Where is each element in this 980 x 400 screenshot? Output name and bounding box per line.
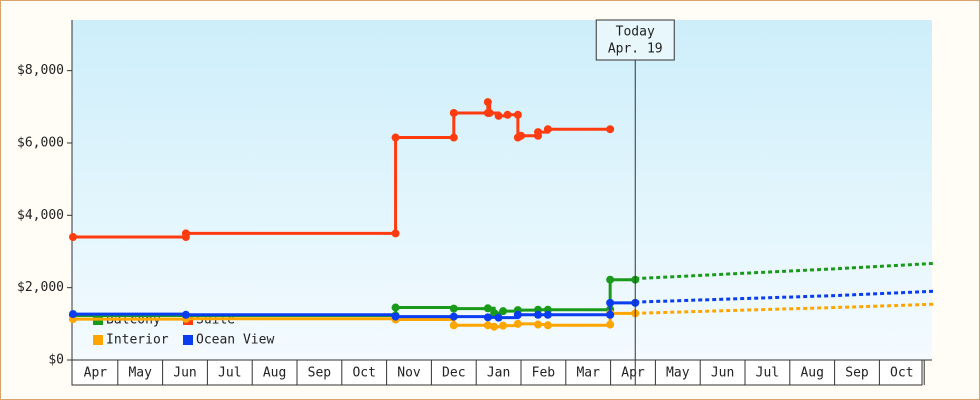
today-label: Today [616, 25, 655, 40]
price-point [543, 125, 552, 134]
x-tick-label: Sep [308, 366, 332, 381]
price-point [391, 133, 400, 142]
price-point [181, 310, 190, 319]
legend-label: Interior [106, 333, 169, 348]
price-point [503, 110, 512, 119]
x-tick-label: Sep [845, 366, 869, 381]
price-point [449, 108, 458, 117]
x-tick-label: Oct [352, 366, 375, 381]
price-point [606, 310, 615, 319]
price-point [517, 131, 525, 140]
x-tick-label: Jun [711, 366, 734, 381]
price-point [513, 110, 522, 119]
price-point [181, 229, 190, 238]
x-tick-label: Jan [487, 366, 510, 381]
x-tick-label: Jun [173, 366, 196, 381]
x-tick-label: May [666, 366, 690, 381]
price-point [606, 298, 615, 307]
price-point [69, 310, 77, 319]
y-tick-label: $2,000 [17, 280, 64, 295]
x-tick-label: Apr [84, 366, 108, 381]
price-point [534, 310, 543, 319]
price-point [490, 322, 499, 331]
today-label: Apr. 19 [608, 42, 663, 57]
price-point [485, 108, 494, 117]
x-tick-label: Oct [890, 366, 913, 381]
price-point [494, 111, 503, 120]
forecast-line [635, 289, 934, 304]
price-point [513, 310, 522, 319]
price-point [499, 321, 508, 330]
price-point [606, 320, 615, 329]
month-band [71, 359, 923, 386]
price-point [391, 303, 400, 312]
price-point [513, 319, 522, 328]
price-point [499, 307, 508, 316]
price-point [534, 128, 543, 137]
price-point [543, 310, 552, 319]
y-tick-label: $0 [48, 353, 64, 368]
legend-swatch [183, 335, 193, 345]
price-point [449, 312, 458, 321]
price-point [69, 233, 77, 242]
x-tick-label: Jul [218, 366, 241, 381]
price-point [483, 304, 492, 313]
price-point [606, 125, 615, 134]
plot-area [72, 20, 932, 360]
y-tick-label: $6,000 [17, 135, 64, 150]
forecast-line [635, 302, 934, 315]
x-tick-label: Nov [397, 366, 421, 381]
x-tick-label: May [128, 366, 152, 381]
price-point [449, 321, 458, 330]
price-point [483, 321, 492, 330]
price-point [534, 320, 543, 329]
x-tick-label: Jul [756, 366, 779, 381]
price-point [483, 313, 492, 322]
legend-swatch [93, 335, 103, 345]
y-tick-label: $8,000 [17, 63, 64, 78]
x-tick-label: Aug [800, 366, 823, 381]
price-point [543, 321, 552, 330]
y-tick-label: $4,000 [17, 208, 64, 223]
price-point [483, 98, 492, 107]
x-tick-label: Feb [532, 366, 556, 381]
x-tick-label: Apr [621, 366, 645, 381]
today-box [595, 19, 675, 61]
x-tick-label: Dec [442, 366, 465, 381]
price-point [606, 275, 615, 284]
forecast-line [635, 261, 934, 281]
price-point [391, 312, 400, 321]
legend-label: Ocean View [196, 333, 274, 348]
price-point [391, 229, 400, 238]
x-tick-label: Aug [263, 366, 286, 381]
price-point [494, 313, 503, 322]
x-tick-label: Mar [576, 366, 600, 381]
price-point [449, 133, 458, 142]
price-point [449, 304, 458, 313]
